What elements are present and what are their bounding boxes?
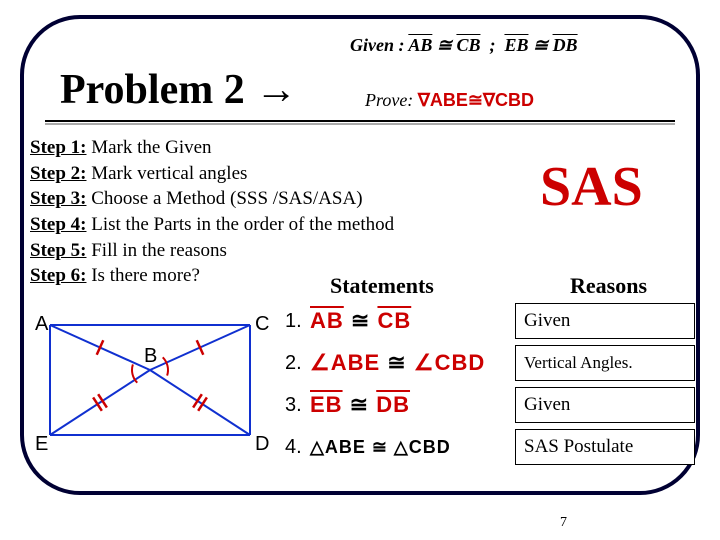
page-title: Problem 2 → bbox=[60, 65, 297, 114]
row-num: 4. bbox=[285, 436, 310, 459]
svg-text:B: B bbox=[144, 345, 157, 367]
step-3: Step 3: Choose a Method (SSS /SAS/ASA) bbox=[30, 186, 394, 212]
prove-statement: Prove: ∇ABE≅∇CBD bbox=[365, 90, 534, 111]
step-4: Step 4: List the Parts in the order of t… bbox=[30, 212, 394, 238]
steps-list: Step 1: Mark the Given Step 2: Mark vert… bbox=[30, 135, 394, 289]
table-row: 3. EB ≅ DB Given bbox=[285, 384, 695, 426]
given-seg-db: DB bbox=[553, 35, 578, 55]
table-row: 2. ∠ABE ≅ ∠CBD Vertical Angles. bbox=[285, 342, 695, 384]
row-num: 2. bbox=[285, 352, 310, 375]
given-seg-ab: AB bbox=[408, 35, 432, 55]
prove-content: ∇ABE≅∇CBD bbox=[418, 90, 534, 110]
page-number: 7 bbox=[560, 515, 567, 531]
given-label: Given : bbox=[350, 35, 404, 55]
given-statement: Given : AB ≅ CB ; EB ≅ DB bbox=[350, 35, 578, 56]
reason-2: Vertical Angles. bbox=[515, 345, 695, 381]
statement-4: △ABE ≅ △CBD bbox=[310, 437, 515, 458]
title-underline bbox=[45, 120, 675, 122]
svg-text:D: D bbox=[255, 433, 269, 455]
row-num: 3. bbox=[285, 394, 310, 417]
reason-1: Given bbox=[515, 303, 695, 339]
given-seg-cb: CB bbox=[456, 35, 480, 55]
title-text: Problem 2 bbox=[60, 67, 255, 113]
reason-4: SAS Postulate bbox=[515, 429, 695, 465]
given-cong1: ≅ bbox=[437, 35, 452, 55]
table-row: 1. AB ≅ CB Given bbox=[285, 300, 695, 342]
svg-text:E: E bbox=[35, 433, 48, 455]
statement-2: ∠ABE ≅ ∠CBD bbox=[310, 350, 515, 376]
given-seg-eb: EB bbox=[504, 35, 528, 55]
step-1: Step 1: Mark the Given bbox=[30, 135, 394, 161]
statements-header: Statements bbox=[330, 273, 434, 299]
prove-label: Prove: bbox=[365, 90, 413, 110]
svg-text:A: A bbox=[35, 313, 49, 335]
statement-1: AB ≅ CB bbox=[310, 308, 515, 334]
step-2: Step 2: Mark vertical angles bbox=[30, 161, 394, 187]
reasons-header: Reasons bbox=[570, 273, 647, 299]
step-5: Step 5: Fill in the reasons bbox=[30, 238, 394, 264]
arrow-icon: → bbox=[255, 65, 297, 112]
row-num: 1. bbox=[285, 310, 310, 333]
given-sep: ; bbox=[489, 35, 495, 55]
method-chosen: SAS bbox=[540, 155, 643, 219]
statement-3: EB ≅ DB bbox=[310, 392, 515, 418]
reason-3: Given bbox=[515, 387, 695, 423]
given-cong2: ≅ bbox=[533, 35, 548, 55]
proof-table: 1. AB ≅ CB Given 2. ∠ABE ≅ ∠CBD Vertical… bbox=[285, 300, 695, 468]
table-row: 4. △ABE ≅ △CBD SAS Postulate bbox=[285, 426, 695, 468]
svg-text:C: C bbox=[255, 313, 269, 335]
triangle-diagram: A C B E D bbox=[30, 300, 270, 470]
